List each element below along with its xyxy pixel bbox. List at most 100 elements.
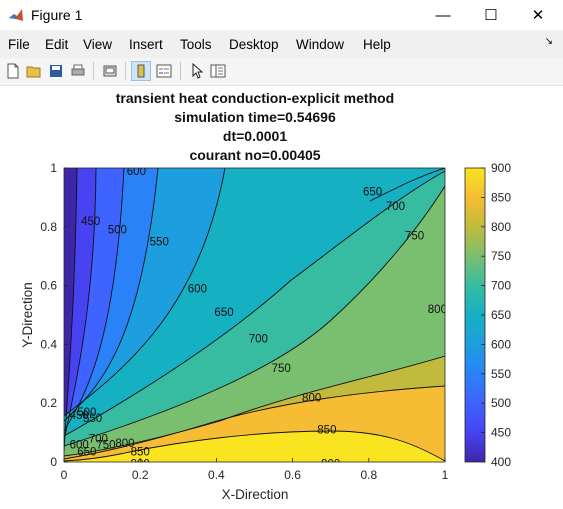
figure-toolbar	[0, 58, 563, 86]
colorbar-icon	[137, 64, 145, 78]
menu-file[interactable]: File	[8, 37, 30, 52]
menu-insert[interactable]: Insert	[129, 37, 163, 52]
print-button[interactable]	[68, 61, 88, 81]
contour-label: 600	[127, 166, 146, 178]
menu-tools[interactable]: Tools	[180, 37, 212, 52]
x-tick-label: 0.4	[208, 468, 225, 482]
colorbar-tick-label: 600	[491, 337, 511, 351]
window-titlebar: Figure 1 — ☐ ✕	[0, 0, 563, 30]
plot-title-line-3: dt=0.0001	[222, 128, 288, 144]
menu-edit[interactable]: Edit	[45, 37, 69, 52]
insert-legend-button[interactable]	[154, 61, 174, 81]
menu-overflow-icon[interactable]: ↘	[544, 36, 553, 47]
maximize-icon: ☐	[484, 7, 498, 24]
x-tick-label: 0	[61, 468, 68, 482]
property-editor-icon	[210, 64, 226, 78]
contour-line-850	[64, 385, 445, 460]
colorbar-tick-label: 500	[491, 396, 511, 410]
menu-view[interactable]: View	[83, 37, 113, 52]
colorbar-tick-label: 750	[491, 249, 511, 263]
contour-line-650b	[369, 168, 445, 202]
x-tick-label: 1	[442, 468, 449, 482]
colorbar-tick-label: 450	[491, 426, 511, 440]
contour-line-750	[64, 185, 445, 447]
insert-colorbar-button[interactable]	[131, 61, 151, 81]
contour-line-450	[64, 168, 78, 452]
colorbar-tick-group: 400 450 500 550 600 650 700 750 800 850 900	[481, 161, 511, 469]
contour-label: 650	[363, 187, 382, 199]
contour-label-group: 6004505005506006507007508008509006507007…	[70, 166, 447, 470]
close-icon: ✕	[531, 7, 545, 24]
y-tick-label: 0.8	[40, 220, 57, 234]
minimize-button[interactable]: —	[420, 0, 466, 30]
edit-plot-button[interactable]	[187, 61, 207, 81]
contour-label: 500	[108, 225, 127, 237]
save-button[interactable]	[46, 61, 66, 81]
colorbar-tick-label: 800	[491, 220, 511, 234]
contour-label: 750	[272, 363, 291, 375]
figure-canvas: transient heat conduction-explicit metho…	[0, 86, 563, 509]
contour-label: 650	[77, 447, 96, 459]
contour-label: 700	[249, 334, 268, 346]
axis-tick-group: 0 0.2 0.4 0.6 0.8 1 0 0.2 0.4 0.6 0.8 1	[40, 161, 448, 482]
contour-label: 800	[302, 392, 321, 404]
colorbar-tick-label: 650	[491, 308, 511, 322]
plot-title-line-2: simulation time=0.54696	[174, 109, 336, 125]
save-icon	[50, 65, 62, 77]
contour-label: 450	[70, 410, 89, 422]
contour-band-900	[64, 431, 445, 462]
contour-label: 750	[405, 231, 424, 243]
contour-line-700	[64, 170, 445, 437]
property-editor-button[interactable]	[208, 61, 228, 81]
y-axis-label: Y-Direction	[20, 282, 35, 348]
toolbar-separator	[180, 62, 181, 80]
contour-label: 550	[150, 237, 169, 249]
y-tick-label: 0.6	[40, 279, 57, 293]
contour-line-650a	[64, 168, 226, 417]
colorbar-tick-label: 900	[491, 161, 511, 175]
print-preview-button[interactable]	[100, 61, 120, 81]
contour-label: 800	[115, 438, 134, 450]
open-file-icon	[26, 66, 41, 78]
window-title: Figure 1	[31, 7, 83, 23]
menu-bar: File Edit View Insert Tools Desktop Wind…	[0, 31, 563, 58]
contour-label: 900	[321, 458, 340, 470]
colorbar-tick-label: 850	[491, 190, 511, 204]
contour-label: 700	[89, 433, 108, 445]
x-tick-label: 0.6	[284, 468, 301, 482]
menu-help[interactable]: Help	[363, 37, 391, 52]
matlab-app-icon	[9, 9, 23, 21]
toolbar-separator	[125, 62, 126, 80]
contour-lines	[64, 168, 445, 462]
colorbar-tick-label: 550	[491, 367, 511, 381]
contour-line-500	[64, 168, 97, 442]
minimize-icon: —	[435, 6, 451, 24]
y-tick-label: 0	[50, 455, 57, 469]
contour-label: 650	[214, 307, 233, 319]
contour-label: 850	[317, 425, 336, 437]
open-file-button[interactable]	[24, 61, 44, 81]
close-button[interactable]: ✕	[515, 0, 561, 30]
colorbar-tick-label: 400	[491, 455, 511, 469]
plot-axes-box	[63, 167, 446, 463]
print-preview-icon	[103, 65, 117, 77]
x-tick-label: 0.2	[132, 468, 149, 482]
contour-label: 700	[386, 201, 405, 213]
colorbar-tick-label: 700	[491, 279, 511, 293]
contour-line-900	[64, 430, 445, 462]
maximize-button[interactable]: ☐	[468, 0, 514, 30]
new-figure-icon	[7, 63, 19, 79]
contour-label: 600	[188, 284, 207, 296]
y-tick-label: 0.2	[40, 396, 57, 410]
plot-title-line-4: courant no=0.00405	[189, 147, 321, 163]
new-figure-button[interactable]	[3, 61, 23, 81]
contour-label: 550	[83, 413, 102, 425]
print-icon	[71, 64, 85, 76]
menu-window[interactable]: Window	[296, 37, 345, 52]
contour-label: 800	[428, 304, 447, 316]
contour-line-550	[64, 168, 125, 432]
contour-label: 850	[131, 447, 150, 459]
menu-desktop[interactable]: Desktop	[229, 37, 279, 52]
contour-label: 600	[70, 439, 89, 451]
plot-title-line-1: transient heat conduction-explicit metho…	[115, 90, 395, 106]
